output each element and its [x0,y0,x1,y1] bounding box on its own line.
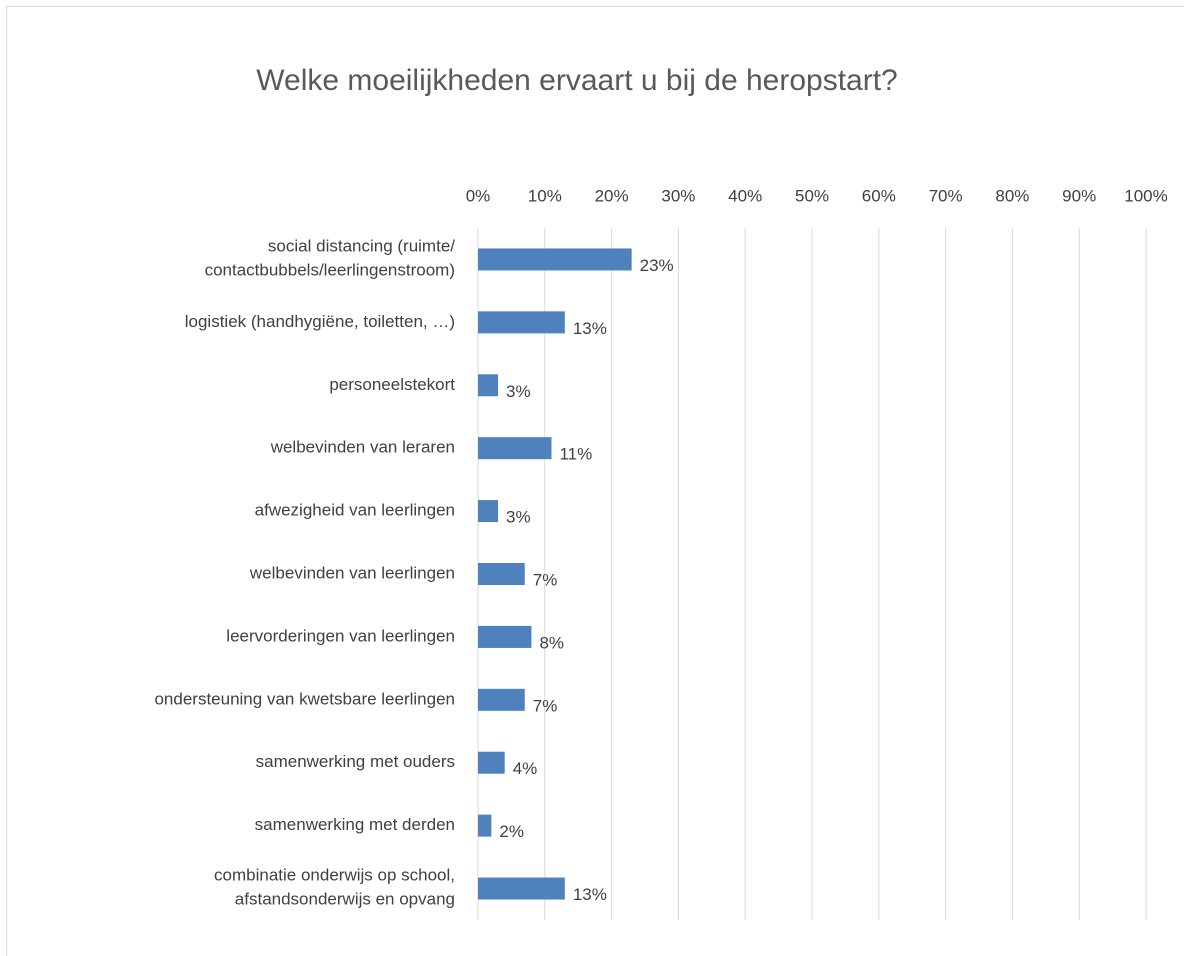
data-label: 3% [506,382,531,401]
x-tick-label: 50% [795,186,829,205]
data-label: 7% [533,696,558,715]
bar [478,563,525,585]
y-tick-label: samenwerking met derden [255,815,455,834]
data-label: 3% [506,508,531,527]
x-tick-label: 70% [929,186,963,205]
bar [478,877,565,900]
data-label: 7% [533,570,558,589]
y-tick-label: combinatie onderwijs op school, afstandso… [214,866,455,909]
x-tick-label: 40% [728,186,762,205]
bar [478,814,492,837]
x-tick-label: 90% [1062,186,1096,205]
bar [478,311,565,334]
x-tick-label: 80% [995,186,1029,205]
y-tick-label: personeelstekort [329,375,455,394]
data-label: 2% [499,822,524,841]
data-label: 13% [573,885,607,904]
x-tick-label: 10% [528,186,562,205]
bar [478,437,552,460]
bar [478,751,505,774]
x-tick-label: 30% [661,186,695,205]
data-label: 23% [640,256,674,275]
y-tick-label: samenwerking met ouders [256,752,455,771]
bar [478,688,525,711]
y-tick-label: leervorderingen van leerlingen [226,626,455,645]
data-label: 8% [539,633,564,652]
data-label: 13% [573,319,607,338]
data-label: 11% [559,445,592,464]
bar [478,374,499,397]
y-tick-label: social distancing (ruimte/contactbubbels… [205,237,456,280]
x-tick-label: 100% [1124,186,1167,205]
data-label: 4% [513,759,538,778]
chart-title: Welke moeilijkheden ervaart u bij de her… [256,64,897,97]
bar [478,248,632,271]
chart-border [6,6,1184,956]
x-tick-label: 60% [862,186,896,205]
x-tick-label: 20% [595,186,629,205]
y-tick-label: logistiek (handhygiëne, toiletten, …) [185,312,455,331]
y-tick-label: ondersteuning van kwetsbare leerlingen [154,689,455,708]
bar [478,500,499,523]
y-tick-label: welbevinden van leraren [270,438,455,457]
x-tick-label: 0% [466,186,491,205]
y-tick-label: afwezigheid van leerlingen [255,501,455,520]
y-tick-label: welbevinden van leerlingen [249,563,455,582]
bar [478,625,532,648]
